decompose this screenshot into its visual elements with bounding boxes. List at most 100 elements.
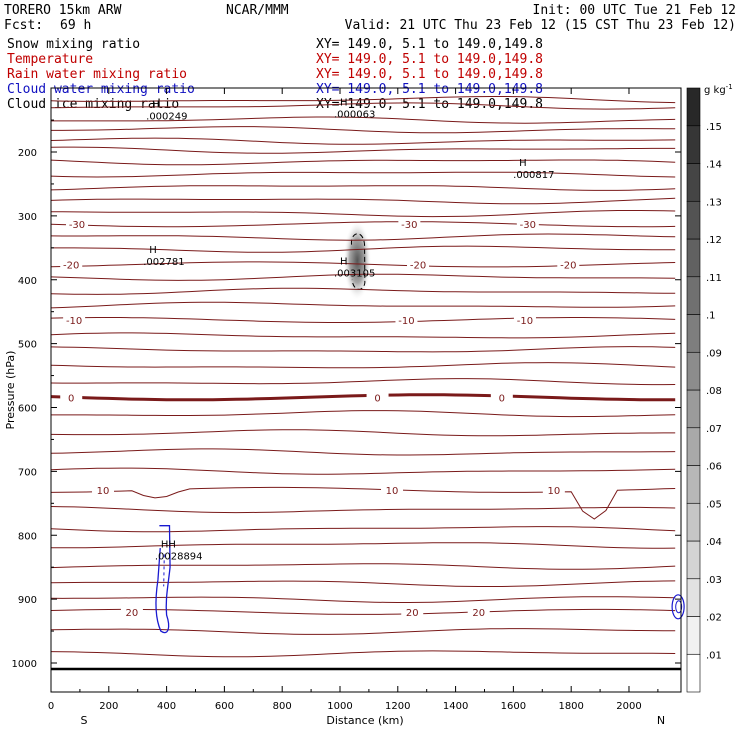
y-tick-label: 1000 xyxy=(12,659,37,670)
isotherm-line xyxy=(50,526,676,533)
isotherm-line xyxy=(50,185,676,191)
contour-label: -20 xyxy=(410,260,426,271)
isotherm-line xyxy=(50,159,676,166)
isotherm--10 xyxy=(50,317,676,323)
contour-label-bg xyxy=(66,218,89,230)
endpoint-right: N xyxy=(657,714,665,727)
org-label: NCAR/MMM xyxy=(226,3,289,18)
maximum-mark: H xyxy=(149,245,157,256)
contour-label: -10 xyxy=(517,316,533,327)
y-tick-label: 600 xyxy=(18,404,37,415)
contour-label: -10 xyxy=(66,316,82,327)
maximum-value: .002781 xyxy=(143,257,184,268)
field-name: Snow mixing ratio xyxy=(7,37,140,52)
field-xy: XY= 149.0, 5.1 to 149.0,149.8 xyxy=(316,37,543,52)
colorbar-swatch xyxy=(686,540,701,580)
colorbar-swatch xyxy=(686,276,701,315)
colorbar-label: .04 xyxy=(706,537,722,548)
maximum-value: .0028894 xyxy=(155,551,203,562)
colorbar-swatch xyxy=(686,578,701,617)
snow-contour xyxy=(351,233,366,290)
isotherm-line xyxy=(50,596,676,603)
colorbar-label: .09 xyxy=(706,348,722,359)
isotherm-line xyxy=(50,506,676,514)
axes: 0 200 400 600 800 1000 1200 1400 1600 1800 2000200… xyxy=(12,88,681,712)
contour-label-bg xyxy=(60,258,83,270)
isotherm-line xyxy=(50,197,676,205)
maximum-annotation: H.003105 xyxy=(334,257,375,280)
maximum-value: .000063 xyxy=(334,109,375,120)
y-axis-label: Pressure (hPa) xyxy=(4,351,17,430)
x-axis-label: Distance (km) xyxy=(326,714,403,727)
endpoint-left: S xyxy=(81,714,88,727)
colorbar-swatch xyxy=(686,427,701,466)
contour-label: 20 xyxy=(126,608,139,619)
contour-label-bg xyxy=(467,605,490,617)
colorbar-label: .1 xyxy=(706,311,716,322)
plot-area: -30 -30 -30 -20 -20 -20 -10 -10 -10 0 0 0 10 10 10 20 20… xyxy=(50,96,685,671)
y-tick-label: 800 xyxy=(18,531,37,542)
isotherm-line xyxy=(50,346,676,353)
colorbar-swatch xyxy=(686,125,701,164)
isotherm-10 xyxy=(50,486,676,520)
header: TORERO 15km ARW NCAR/MMM Init: 00 UTC Tu… xyxy=(4,3,736,33)
cloud-water-edge-inner xyxy=(675,600,683,614)
x-tick-label: 600 xyxy=(215,701,234,712)
colorbar-swatch xyxy=(686,616,701,655)
y-tick-label: 300 xyxy=(18,212,37,223)
isotherm-line xyxy=(50,171,676,178)
colorbar-swatch xyxy=(686,351,701,391)
colorbar-label: .06 xyxy=(706,462,722,473)
contour-label: -20 xyxy=(560,260,576,271)
colorbar-label: .07 xyxy=(706,424,722,435)
isotherm-line xyxy=(50,233,676,241)
contour-label: -20 xyxy=(63,260,79,271)
init-label: Init: 00 UTC Tue 21 Feb 12 xyxy=(533,3,737,18)
contour-label-bg xyxy=(398,218,421,230)
colorbar: g kg-1 .01 .02 .03 .04 .05 .06 .07 .08 .09 .1 .11.… xyxy=(686,83,733,693)
isotherm-line xyxy=(51,245,676,253)
field-name: Temperature xyxy=(7,52,93,67)
colorbar-swatch xyxy=(686,238,701,278)
maximum-value: .000249 xyxy=(146,111,187,122)
isotherm-line xyxy=(50,467,676,475)
isotherm-line xyxy=(50,563,676,570)
contour-label-bg xyxy=(490,391,513,403)
isotherm-line xyxy=(50,102,676,110)
isotherm-line xyxy=(50,137,676,145)
x-tick-label: 1000 xyxy=(327,701,352,712)
field-name: Cloud water mixing ratio xyxy=(7,82,195,97)
contour-label: -30 xyxy=(401,220,417,231)
contour-label: 0 xyxy=(499,393,505,404)
colorbar-label: .05 xyxy=(706,499,722,510)
contour-label-bg xyxy=(557,258,580,270)
contour-label: 0 xyxy=(68,393,74,404)
maximum-mark: H xyxy=(519,158,527,169)
x-tick-label: 0 xyxy=(48,701,54,712)
contour-label-bg xyxy=(92,483,115,495)
colorbar-swatch xyxy=(686,163,701,202)
contour-label: 20 xyxy=(406,608,419,619)
isotherm-20 xyxy=(50,608,676,615)
contour-label: 10 xyxy=(547,486,560,497)
y-tick-label: 900 xyxy=(18,595,37,606)
colorbar-swatch xyxy=(686,465,701,504)
contour-label: 10 xyxy=(386,486,399,497)
isotherm-line xyxy=(50,542,676,549)
isotherm-line xyxy=(50,301,676,309)
isotherm-line xyxy=(50,378,676,386)
maximum-mark: HH xyxy=(161,539,176,550)
valid-label: Valid: 21 UTC Thu 23 Feb 12 (15 CST Thu … xyxy=(345,18,736,33)
isotherm-line xyxy=(50,332,676,339)
y-tick-label: 400 xyxy=(18,276,37,287)
fcst-value: 69 h xyxy=(60,18,91,33)
colorbar-label: .08 xyxy=(706,386,722,397)
isotherm-line xyxy=(50,96,676,104)
contour-label-bg xyxy=(401,605,424,617)
x-tick-label: 1600 xyxy=(501,701,526,712)
field-xy: XY= 149.0, 5.1 to 149.0,149.8 xyxy=(316,52,543,67)
colorbar-label: .14 xyxy=(706,160,722,171)
contour-label-bg xyxy=(381,483,404,495)
y-tick-label: 700 xyxy=(18,467,37,478)
